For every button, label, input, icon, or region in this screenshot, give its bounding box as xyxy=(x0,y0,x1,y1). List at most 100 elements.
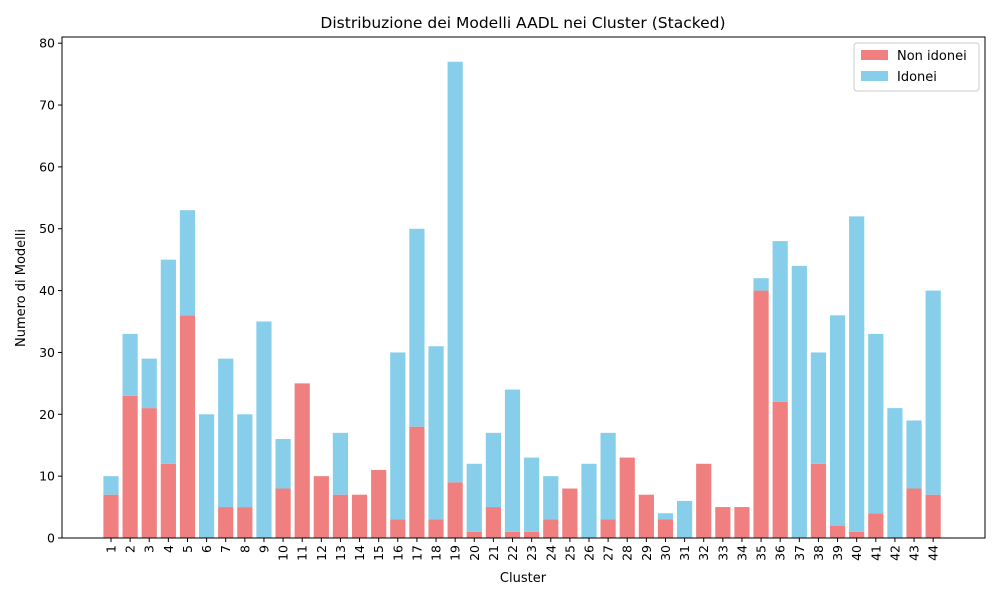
bar-non-idonei-cluster-15 xyxy=(371,469,387,538)
bar-idonei-cluster-36 xyxy=(772,241,788,402)
y-axis: 0 10 20 30 40 50 60 70 80 xyxy=(39,36,62,546)
x-tick-label: 12 xyxy=(314,545,329,561)
legend-swatch-non-idonei xyxy=(861,50,888,60)
x-tick-label: 4 xyxy=(161,545,176,553)
x-tick-label: 34 xyxy=(734,545,749,561)
bar-non-idonei-cluster-38 xyxy=(810,463,827,538)
x-tick-label: 20 xyxy=(467,545,482,561)
bar-non-idonei-cluster-8 xyxy=(237,507,253,538)
bar-non-idonei-cluster-36 xyxy=(772,401,788,538)
x-tick-label: 18 xyxy=(429,545,444,561)
bar-non-idonei-cluster-13 xyxy=(332,494,349,538)
bar-idonei-cluster-38 xyxy=(810,352,827,464)
x-tick-label: 39 xyxy=(830,545,845,561)
bar-idonei-cluster-26 xyxy=(581,463,597,538)
x-tick-label: 21 xyxy=(486,545,501,561)
x-tick-label: 42 xyxy=(887,545,902,561)
y-tick-label: 20 xyxy=(39,407,55,422)
bar-idonei-cluster-10 xyxy=(275,439,291,489)
x-tick-label: 22 xyxy=(505,545,520,561)
bar-non-idonei-cluster-27 xyxy=(600,519,616,538)
y-tick-label: 70 xyxy=(39,98,55,113)
bar-non-idonei-cluster-12 xyxy=(313,476,329,538)
bar-idonei-cluster-27 xyxy=(600,432,616,520)
bar-non-idonei-cluster-2 xyxy=(122,395,138,538)
bar-idonei-cluster-7 xyxy=(218,358,234,508)
bar-non-idonei-cluster-18 xyxy=(428,519,444,538)
x-tick-label: 3 xyxy=(142,545,157,553)
x-tick-label: 9 xyxy=(256,545,271,553)
bar-idonei-cluster-9 xyxy=(256,321,272,538)
x-tick-label: 40 xyxy=(849,545,864,561)
bar-idonei-cluster-44 xyxy=(925,290,941,495)
bar-idonei-cluster-5 xyxy=(179,210,196,316)
x-tick-label: 37 xyxy=(792,545,807,561)
bar-idonei-cluster-21 xyxy=(485,432,501,508)
x-tick-label: 30 xyxy=(658,545,673,561)
bar-idonei-cluster-23 xyxy=(524,457,540,532)
y-tick-label: 80 xyxy=(39,36,55,51)
bar-non-idonei-cluster-10 xyxy=(275,488,291,538)
bar-non-idonei-cluster-19 xyxy=(447,482,463,538)
bar-idonei-cluster-37 xyxy=(791,265,807,538)
x-tick-label: 23 xyxy=(524,545,539,561)
x-tick-label: 25 xyxy=(562,545,577,561)
x-tick-label: 17 xyxy=(409,545,424,561)
bar-non-idonei-cluster-41 xyxy=(868,513,884,538)
x-axis-label: Cluster xyxy=(500,571,547,586)
bar-non-idonei-cluster-24 xyxy=(543,519,559,538)
bar-non-idonei-cluster-14 xyxy=(351,494,368,538)
x-tick-label: 11 xyxy=(295,545,310,561)
bar-idonei-cluster-20 xyxy=(466,463,482,532)
bar-idonei-cluster-17 xyxy=(409,228,425,427)
bar-non-idonei-cluster-29 xyxy=(638,494,654,538)
chart-title: Distribuzione dei Modelli AADL nei Clust… xyxy=(320,14,725,32)
bar-idonei-cluster-22 xyxy=(504,389,521,532)
bar-idonei-cluster-43 xyxy=(906,420,922,489)
bar-non-idonei-cluster-33 xyxy=(715,507,731,538)
x-tick-label: 32 xyxy=(696,545,711,561)
x-tick-label: 36 xyxy=(773,545,788,561)
x-tick-label: 15 xyxy=(371,545,386,561)
bar-idonei-cluster-16 xyxy=(390,352,406,520)
y-tick-label: 30 xyxy=(39,345,55,360)
bar-non-idonei-cluster-30 xyxy=(657,519,674,538)
x-tick-label: 19 xyxy=(448,545,463,561)
y-tick-label: 10 xyxy=(39,469,55,484)
bar-idonei-cluster-30 xyxy=(657,513,674,520)
y-tick-label: 0 xyxy=(47,531,55,546)
x-axis: 1 2 3 4 5 6 7 8 9 10 11 12 13 14 15 16 17 18 19 20 21 22 23 24 2… xyxy=(104,538,941,561)
legend-swatch-idonei xyxy=(861,71,888,81)
bar-non-idonei-cluster-21 xyxy=(485,507,501,538)
bar-non-idonei-cluster-32 xyxy=(696,463,712,538)
x-tick-label: 28 xyxy=(620,545,635,561)
x-tick-label: 1 xyxy=(104,545,119,553)
x-tick-label: 14 xyxy=(352,545,367,561)
bar-non-idonei-cluster-3 xyxy=(141,408,157,538)
bar-idonei-cluster-31 xyxy=(677,500,693,538)
bar-non-idonei-cluster-43 xyxy=(906,488,922,538)
bar-idonei-cluster-6 xyxy=(199,414,215,538)
bar-non-idonei-cluster-5 xyxy=(179,315,196,538)
bar-non-idonei-cluster-40 xyxy=(849,531,865,538)
x-tick-label: 2 xyxy=(123,545,138,553)
bar-idonei-cluster-18 xyxy=(428,346,444,520)
x-tick-label: 31 xyxy=(677,545,692,561)
x-tick-label: 44 xyxy=(926,545,941,561)
legend: Non idonei Idonei xyxy=(853,42,980,92)
bar-idonei-cluster-41 xyxy=(868,333,884,514)
x-tick-label: 33 xyxy=(715,545,730,561)
bar-non-idonei-cluster-39 xyxy=(829,525,846,538)
bar-idonei-cluster-4 xyxy=(160,259,176,464)
x-tick-label: 35 xyxy=(754,545,769,561)
bar-idonei-cluster-3 xyxy=(141,358,157,409)
bar-idonei-cluster-19 xyxy=(447,61,463,483)
y-tick-label: 60 xyxy=(39,159,55,174)
x-tick-label: 27 xyxy=(601,545,616,561)
bar-non-idonei-cluster-22 xyxy=(504,531,521,538)
bar-idonei-cluster-2 xyxy=(122,333,138,396)
y-tick-label: 40 xyxy=(39,283,55,298)
bar-non-idonei-cluster-34 xyxy=(734,507,750,538)
bar-non-idonei-cluster-35 xyxy=(753,290,769,538)
